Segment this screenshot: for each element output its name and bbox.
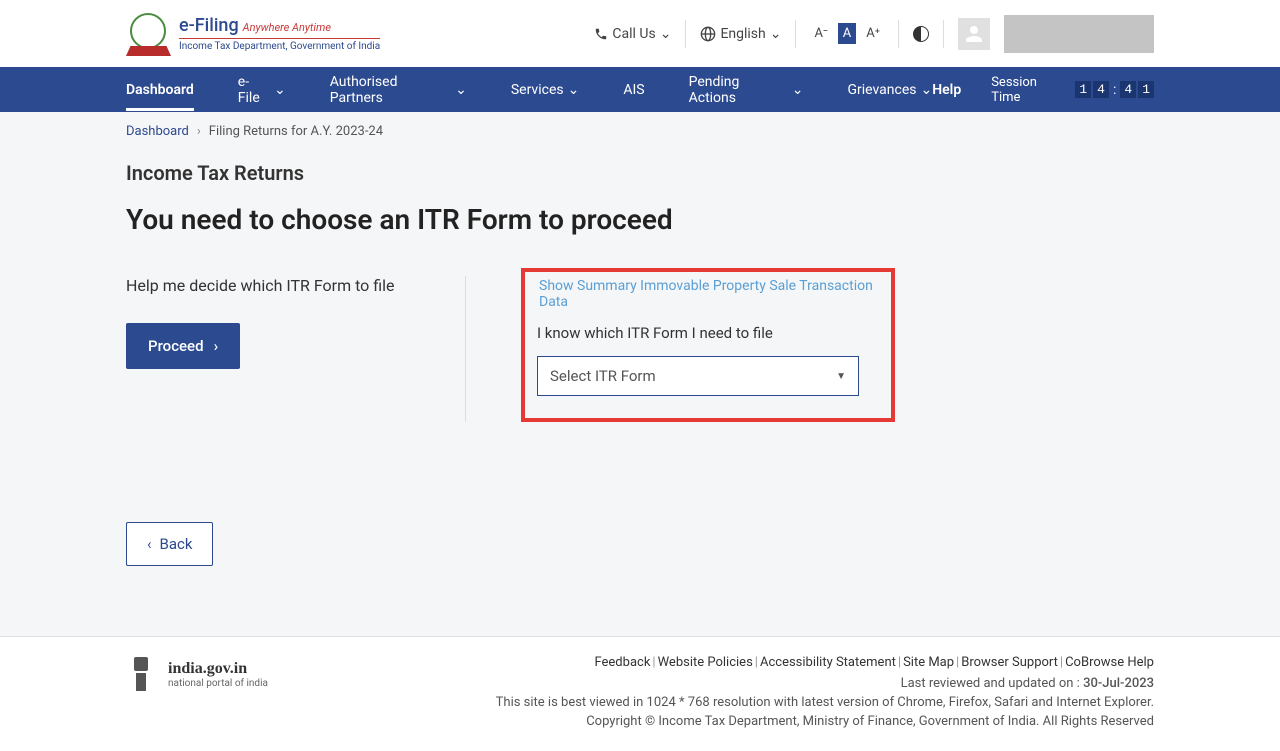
itr-form-select[interactable]: Select ITR Form ▼	[537, 356, 859, 396]
header-right: Call Us ⌄ English ⌄ A⁻ A A⁺	[594, 15, 1154, 53]
footer-accessibility-link[interactable]: Accessibility Statement	[760, 655, 896, 670]
help-decide-text: Help me decide which ITR Form to file	[126, 276, 435, 295]
dept-text: Income Tax Department, Government of Ind…	[179, 41, 380, 52]
footer-copyright: Copyright © Income Tax Department, Minis…	[496, 714, 1154, 729]
nav-dashboard[interactable]: Dashboard	[126, 69, 194, 111]
nav-services[interactable]: Services⌄	[511, 69, 580, 111]
efiling-brand: e-Filing	[179, 15, 239, 36]
footer-brand-area[interactable]: india.gov.in national portal of india	[126, 655, 268, 693]
user-info-panel[interactable]	[1004, 15, 1154, 53]
chevron-right-icon: ›	[197, 124, 201, 139]
chevron-down-icon: ⌄	[792, 82, 804, 98]
chevron-down-icon: ⌄	[660, 26, 672, 42]
globe-icon	[700, 26, 716, 42]
phone-icon	[594, 27, 608, 41]
contrast-toggle-icon[interactable]	[913, 26, 929, 42]
help-decide-panel: Help me decide which ITR Form to file Pr…	[126, 276, 466, 422]
chevron-right-icon: ›	[214, 337, 219, 355]
font-increase-button[interactable]: A⁺	[862, 24, 884, 43]
footer-browser-link[interactable]: Browser Support	[961, 655, 1058, 670]
section-title: Income Tax Returns	[126, 161, 1154, 185]
footer-links: Feedback|Website Policies|Accessibility …	[496, 655, 1154, 670]
chevron-left-icon: ‹	[147, 535, 152, 553]
logo-area[interactable]: e-Filing Anywhere Anytime Income Tax Dep…	[126, 11, 380, 56]
chevron-down-icon: ⌄	[274, 82, 286, 98]
breadcrumb-current: Filing Returns for A.Y. 2023-24	[209, 124, 383, 139]
show-summary-link[interactable]: Show Summary Immovable Property Sale Tra…	[537, 278, 879, 310]
proceed-button[interactable]: Proceed ›	[126, 323, 240, 369]
select-form-panel: Show Summary Immovable Property Sale Tra…	[466, 276, 1154, 422]
footer-subbrand-text: national portal of india	[168, 678, 268, 689]
session-timer: Session Time 1 4 : 4 1	[991, 75, 1154, 105]
call-us-button[interactable]: Call Us ⌄	[594, 26, 671, 42]
caret-down-icon: ▼	[836, 371, 846, 382]
india-emblem-icon	[126, 655, 156, 693]
nav-ais[interactable]: AIS	[623, 69, 644, 111]
top-header: e-Filing Anywhere Anytime Income Tax Dep…	[0, 0, 1280, 67]
footer-policies-link[interactable]: Website Policies	[658, 655, 753, 670]
know-form-label: I know which ITR Form I need to file	[537, 324, 879, 342]
chevron-down-icon: ⌄	[568, 82, 580, 98]
nav-grievances[interactable]: Grievances⌄	[847, 69, 932, 111]
language-selector[interactable]: English ⌄	[700, 26, 781, 42]
main-nav: Dashboard e-File⌄ Authorised Partners⌄ S…	[0, 67, 1280, 112]
font-size-controls: A⁻ A A⁺	[810, 23, 884, 44]
back-button[interactable]: ‹ Back	[126, 522, 213, 566]
user-avatar-icon[interactable]	[958, 18, 990, 50]
main-content: Income Tax Returns You need to choose an…	[0, 151, 1280, 606]
nav-partners[interactable]: Authorised Partners⌄	[330, 61, 467, 119]
breadcrumb-dashboard-link[interactable]: Dashboard	[126, 124, 189, 139]
chevron-down-icon: ⌄	[770, 26, 782, 42]
footer-feedback-link[interactable]: Feedback	[594, 655, 650, 670]
footer-reviewed: Last reviewed and updated on : 30-Jul-20…	[496, 676, 1154, 691]
footer-brand-text: india.gov.in	[168, 660, 268, 678]
chevron-down-icon: ⌄	[921, 82, 933, 98]
nav-pending[interactable]: Pending Actions⌄	[689, 61, 804, 119]
highlighted-selection-box: Show Summary Immovable Property Sale Tra…	[521, 268, 895, 422]
chevron-down-icon: ⌄	[455, 82, 467, 98]
page-title: You need to choose an ITR Form to procee…	[126, 203, 1154, 236]
font-normal-button[interactable]: A	[838, 23, 856, 44]
tagline: Anywhere Anytime	[243, 21, 331, 34]
footer-best-viewed: This site is best viewed in 1024 * 768 r…	[496, 695, 1154, 710]
footer-cobrowse-link[interactable]: CoBrowse Help	[1065, 655, 1154, 670]
font-decrease-button[interactable]: A⁻	[810, 24, 831, 43]
nav-efile[interactable]: e-File⌄	[238, 61, 286, 119]
footer: india.gov.in national portal of india Fe…	[0, 636, 1280, 751]
nav-help[interactable]: Help	[932, 69, 961, 111]
logo-emblem-icon	[126, 11, 171, 56]
footer-sitemap-link[interactable]: Site Map	[903, 655, 954, 670]
